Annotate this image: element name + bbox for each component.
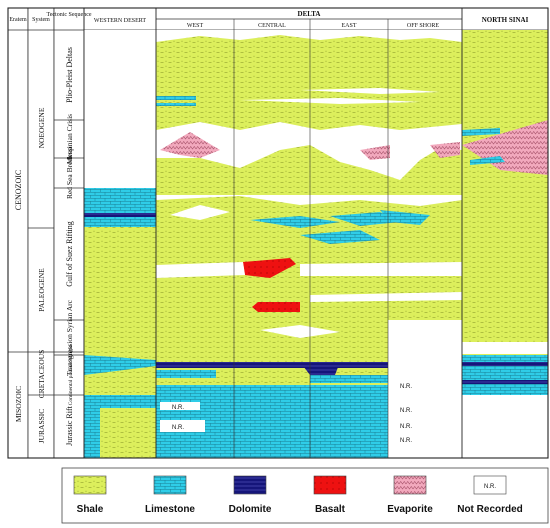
nr-mark-offshore-2: N.R.: [400, 408, 412, 414]
sequence-jurassic-rift: Jurassic Rift: [65, 405, 74, 446]
header-delta: DELTA: [298, 10, 321, 18]
header-north-sinai: NORTH SINAI: [482, 16, 529, 24]
nr-mark-delta-west-2: N.R.: [172, 425, 184, 431]
system-jurassic: JURASSIC: [37, 409, 46, 444]
legend-swatch-shale: [73, 475, 107, 495]
header-tectonic-sequence-text: Tectonic Sequence: [46, 12, 91, 18]
western-desert-column: [84, 30, 156, 458]
sequence-gulf-of-suez-rifting: Gulf of Suez Rifting: [65, 221, 74, 287]
system-paleogene: PALEOGENE: [37, 268, 46, 312]
nr-mark-offshore-3: N.R.: [400, 424, 412, 430]
legend-label-shale: Shale: [77, 504, 104, 515]
sequence-continental-passive-margin: Continental passive Margin: [68, 344, 74, 405]
system-neogene: NOEOGENE: [37, 107, 46, 148]
header-tectonic-sequence: Tectonic Sequence: [46, 12, 91, 18]
era-misozoic: MISOZOIC: [14, 386, 23, 422]
header-eratem: Eratem: [9, 17, 27, 23]
system-cretaceous: CRETACEOUS: [37, 350, 46, 399]
nr-mark-offshore-4: N.R.: [400, 438, 412, 444]
legend-swatch-limestone: [153, 475, 187, 495]
legend-label-basalt: Basalt: [315, 504, 346, 515]
sequence-messinian-crisis: Messinian Crisis: [65, 114, 74, 164]
sequence-transgression-syrian-arc: Transgression Syrian Arc: [65, 299, 74, 376]
header-delta-west: WEST: [187, 23, 204, 29]
header-delta-east: EAST: [342, 23, 357, 29]
era-cenozoic: CENOZOIC: [14, 170, 23, 210]
legend-symbol-not-recorded: N.R.: [484, 484, 496, 490]
nr-mark-offshore-1: N.R.: [400, 384, 412, 390]
legend-swatch-basalt: [313, 475, 347, 495]
legend-label-limestone: Limestone: [145, 504, 195, 515]
header-delta-offshore: OFF SHORE: [407, 23, 440, 29]
legend-swatch-evaporite: [393, 475, 427, 495]
legend-swatch-dolomite: [233, 475, 267, 495]
legend: Shale Limestone Dolomite Basalt Evaporite N.R…: [61, 467, 549, 524]
header-delta-central: CENTRAL: [258, 23, 286, 29]
nr-mark-delta-west-1: N.R.: [172, 405, 184, 411]
header-system: System: [32, 17, 50, 23]
legend-label-evaporite: Evaporite: [387, 504, 433, 515]
header-western-desert: WESTERN DESERT: [94, 18, 146, 24]
delta-region: [156, 30, 462, 458]
sequence-plio-pleist-deltas: Plio-Pleist Deltas: [65, 47, 74, 103]
sequence-red-sea-breakup: Red Sea Breakup: [65, 147, 74, 199]
legend-label-not-recorded: Not Recorded: [457, 504, 523, 515]
legend-swatch-not-recorded: [473, 475, 507, 495]
legend-label-dolomite: Dolomite: [229, 504, 272, 515]
north-sinai-column: [462, 30, 548, 458]
